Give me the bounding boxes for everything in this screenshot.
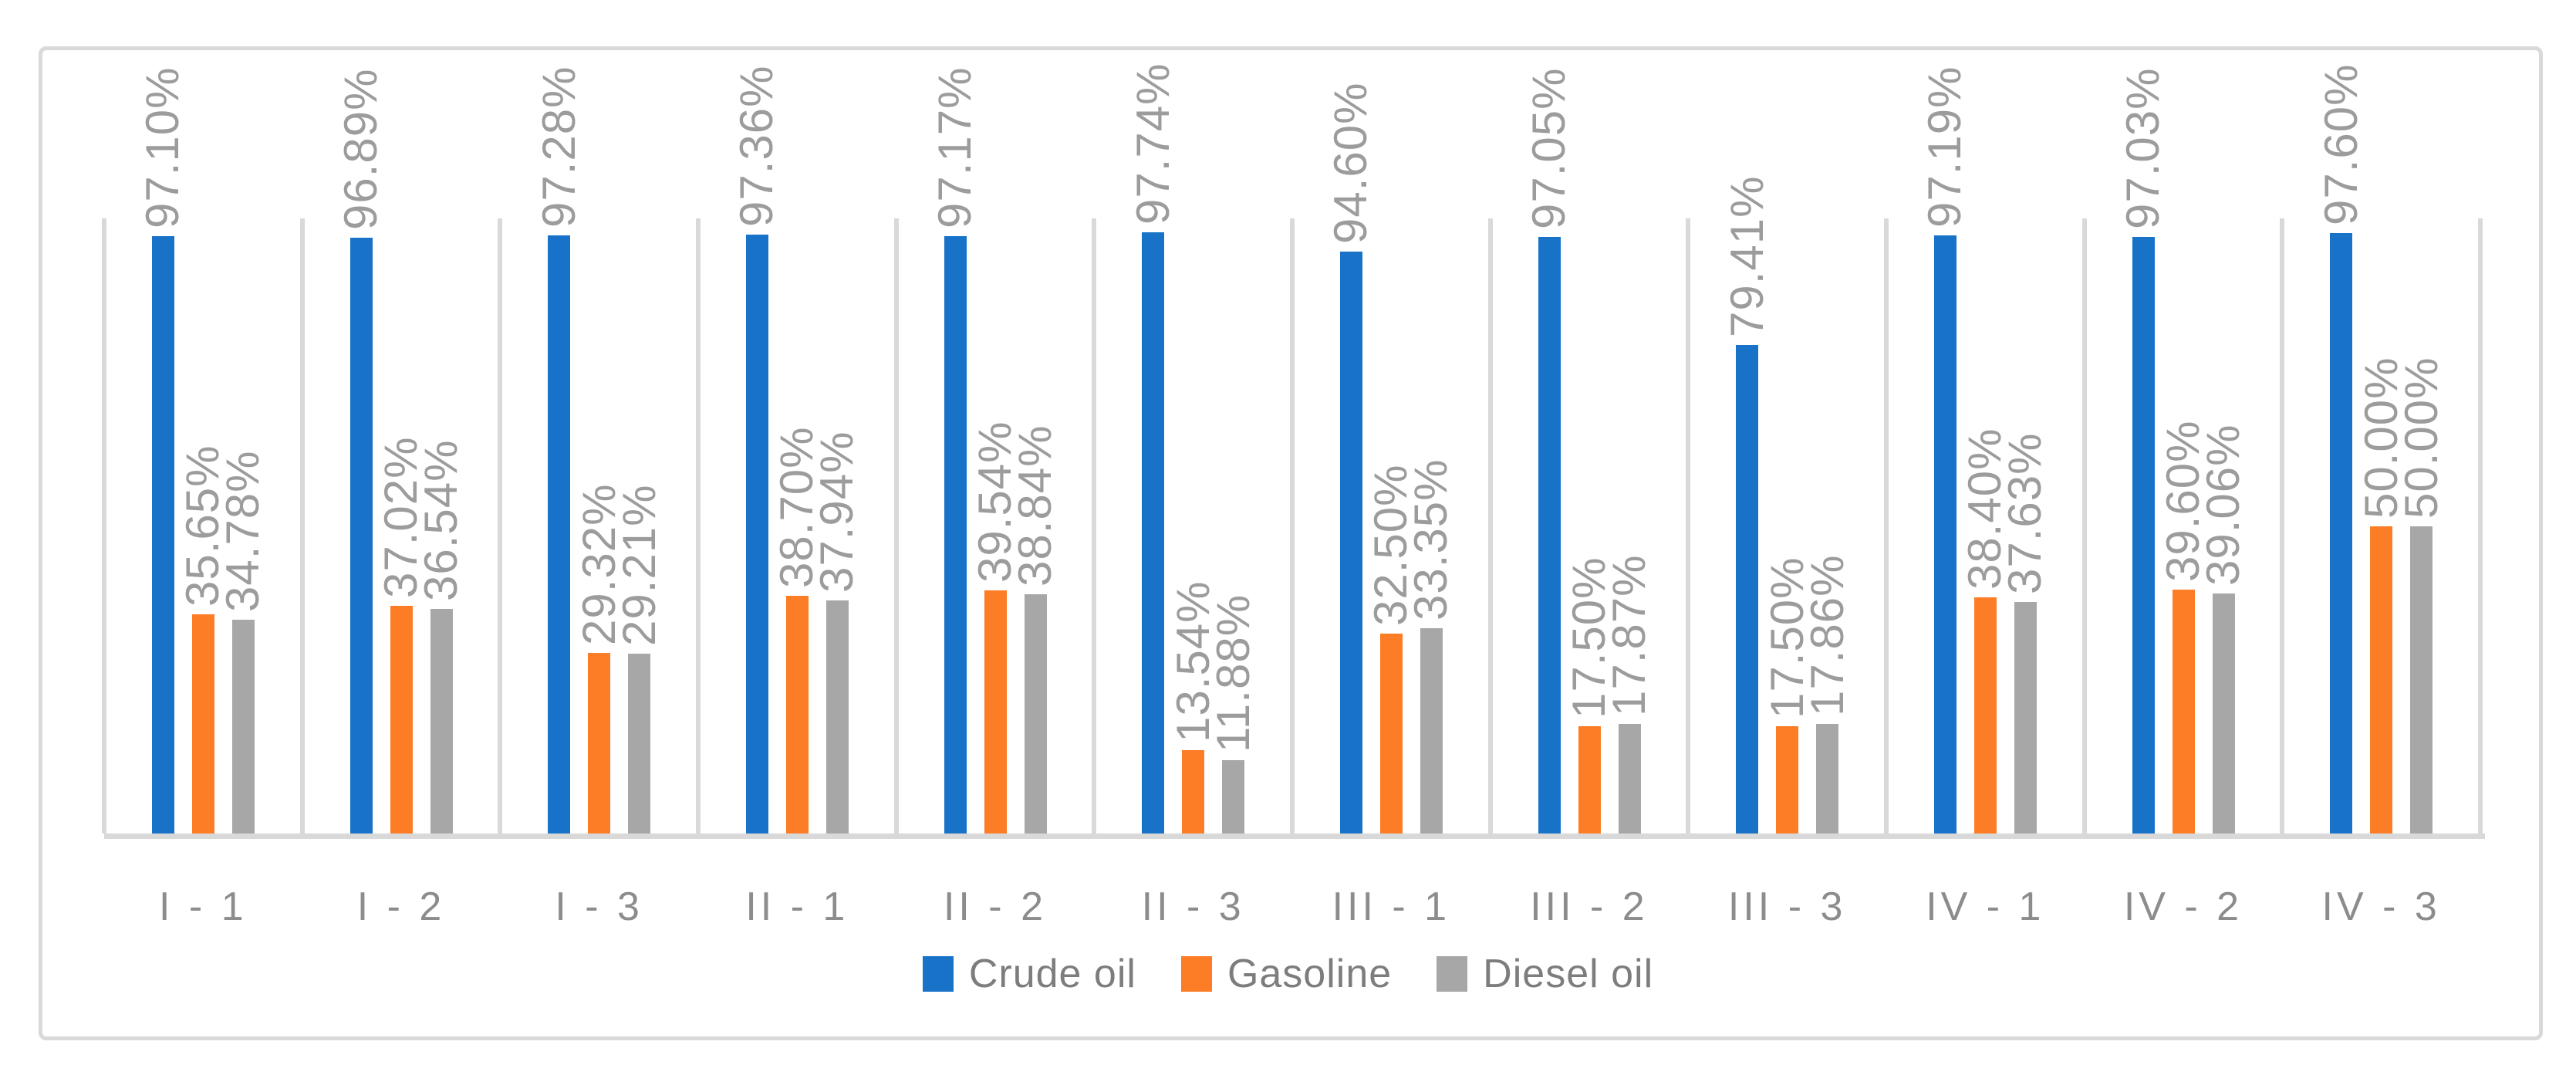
bar-diesel-oil-12	[2410, 526, 2433, 833]
x-axis-label-8: III - 2	[1530, 884, 1649, 929]
legend-swatch-gasoline	[1180, 956, 1212, 992]
x-axis-label-12: IV - 3	[2321, 884, 2441, 929]
bar-crude-oil-8	[1538, 236, 1561, 833]
bar-diesel-oil-1	[231, 619, 255, 833]
bar-gasoline-10	[1973, 597, 1997, 833]
data-label-diesel-oil-8: 17.87%	[1603, 554, 1655, 716]
bar-gasoline-6	[1182, 750, 1205, 833]
bar-crude-oil-2	[349, 237, 373, 833]
data-label-diesel-oil-12: 50.00%	[2395, 357, 2447, 519]
bar-crude-oil-1	[151, 236, 174, 833]
bar-crude-oil-12	[2330, 233, 2353, 833]
category-separator-line	[2478, 218, 2483, 833]
bar-diesel-oil-3	[628, 654, 651, 833]
data-label-diesel-oil-10: 37.63%	[1999, 432, 2051, 595]
x-axis-label-9: III - 3	[1727, 884, 1847, 929]
bar-gasoline-7	[1379, 633, 1403, 833]
x-axis-labels: I - 1 I - 2 I - 3 II - 1 II - 2 II - 3 III - 1…	[104, 880, 2480, 934]
bar-diesel-oil-5	[1024, 594, 1047, 833]
bar-crude-oil-4	[745, 235, 768, 833]
bar-diesel-oil-11	[2212, 593, 2235, 833]
data-label-diesel-oil-11: 39.06%	[2197, 424, 2249, 586]
bar-crude-oil-10	[1933, 235, 1956, 833]
bar-diesel-oil-6	[1222, 760, 1245, 833]
data-label-diesel-oil-3: 29.21%	[613, 484, 665, 647]
legend-label-diesel-oil: Diesel oil	[1483, 952, 1654, 996]
bar-crude-oil-9	[1736, 345, 1759, 833]
category-separator-line	[2081, 218, 2087, 833]
bar-crude-oil-11	[2132, 236, 2155, 833]
data-label-crude-oil-3: 97.28%	[532, 66, 585, 228]
data-label-crude-oil-2: 96.89%	[335, 68, 387, 230]
x-axis-label-7: III - 1	[1332, 884, 1451, 929]
legend-swatch-crude-oil	[922, 956, 954, 992]
bar-crude-oil-3	[548, 235, 571, 833]
bar-diesel-oil-4	[825, 600, 849, 833]
x-axis-label-11: IV - 2	[2123, 884, 2243, 929]
category-separator-line	[1290, 218, 1295, 833]
bar-gasoline-3	[588, 653, 611, 833]
data-label-crude-oil-5: 97.17%	[929, 66, 981, 228]
data-label-crude-oil-11: 97.03%	[2117, 67, 2169, 229]
category-separator-line	[1884, 218, 1889, 833]
x-axis-baseline	[104, 833, 2485, 839]
bar-gasoline-11	[2172, 590, 2195, 833]
x-axis-label-1: I - 1	[159, 884, 248, 929]
data-label-crude-oil-1: 97.10%	[137, 66, 189, 229]
data-label-crude-oil-12: 97.60%	[2314, 63, 2367, 226]
data-label-diesel-oil-2: 36.54%	[415, 439, 467, 601]
category-separator-line	[1487, 218, 1493, 833]
bar-gasoline-1	[191, 614, 214, 833]
x-axis-label-3: I - 3	[555, 884, 643, 929]
legend-swatch-diesel-oil	[1437, 956, 1468, 992]
legend-item-gasoline: Gasoline	[1180, 951, 1393, 997]
bar-diesel-oil-9	[1816, 723, 1839, 833]
legend-label-gasoline: Gasoline	[1227, 952, 1393, 996]
category-separator-line	[299, 218, 305, 833]
data-label-crude-oil-4: 97.36%	[731, 65, 783, 228]
bar-crude-oil-6	[1142, 232, 1165, 833]
legend-item-diesel-oil: Diesel oil	[1437, 951, 1653, 997]
bar-crude-oil-7	[1339, 252, 1362, 833]
category-separator-line	[102, 218, 106, 833]
bar-gasoline-9	[1776, 725, 1799, 833]
data-label-diesel-oil-6: 11.88%	[1207, 594, 1259, 753]
category-separator-line	[2280, 218, 2285, 833]
bar-crude-oil-5	[944, 235, 967, 833]
category-separator-line	[1686, 218, 1691, 833]
data-label-diesel-oil-1: 34.78%	[217, 450, 269, 612]
data-label-diesel-oil-9: 17.86%	[1801, 554, 1853, 716]
category-separator-line	[696, 218, 701, 833]
data-label-diesel-oil-4: 37.94%	[811, 431, 863, 593]
data-label-crude-oil-7: 94.60%	[1325, 82, 1377, 245]
bar-gasoline-12	[2370, 526, 2393, 833]
x-axis-label-6: II - 3	[1141, 884, 1245, 929]
legend-label-crude-oil: Crude oil	[968, 952, 1136, 996]
data-label-crude-oil-6: 97.74%	[1126, 63, 1179, 225]
data-label-crude-oil-10: 97.19%	[1919, 66, 1971, 228]
data-label-diesel-oil-7: 33.35%	[1405, 458, 1457, 621]
category-separator-line	[498, 218, 503, 833]
bar-diesel-oil-8	[1618, 723, 1641, 833]
x-axis-label-5: II - 2	[943, 884, 1047, 929]
bar-diesel-oil-10	[2014, 602, 2037, 833]
bar-gasoline-2	[390, 605, 413, 833]
category-separator-line	[893, 218, 899, 833]
bar-diesel-oil-7	[1420, 628, 1443, 833]
data-label-crude-oil-9: 79.41%	[1720, 175, 1773, 338]
category-separator-line	[1092, 218, 1097, 833]
bar-gasoline-5	[984, 590, 1007, 833]
legend: Crude oil Gasoline Diesel oil	[0, 951, 2576, 997]
data-label-crude-oil-8: 97.05%	[1523, 67, 1575, 229]
bar-gasoline-4	[785, 595, 809, 833]
x-axis-label-2: I - 2	[356, 884, 446, 929]
bar-gasoline-8	[1578, 725, 1601, 833]
bar-diesel-oil-2	[430, 608, 453, 833]
data-label-diesel-oil-5: 38.84%	[1009, 424, 1061, 587]
x-axis-label-4: II - 1	[745, 884, 849, 929]
legend-item-crude-oil: Crude oil	[922, 951, 1136, 997]
plot-area: 97.10% 96.89% 97.28% 97.36% 97.17% 97.74% 94.6…	[102, 63, 2483, 833]
x-axis-label-10: IV - 1	[1926, 884, 2045, 929]
